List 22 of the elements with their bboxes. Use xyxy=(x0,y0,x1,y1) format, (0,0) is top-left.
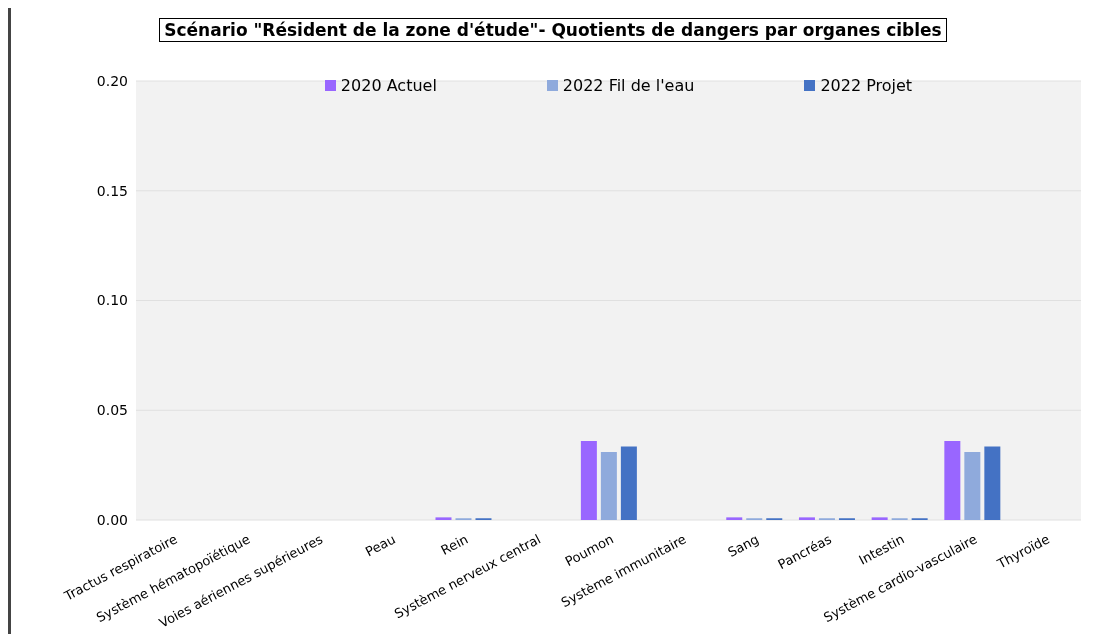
bar xyxy=(871,517,888,520)
y-tick-label: 0.00 xyxy=(96,511,128,528)
bar xyxy=(600,451,617,520)
y-tick-label: 0.05 xyxy=(96,402,128,419)
bar xyxy=(798,517,815,520)
bar xyxy=(984,446,1001,520)
bar xyxy=(580,440,597,520)
y-tick-label: 0.15 xyxy=(96,182,128,199)
x-tick-label: Sang xyxy=(725,531,762,561)
bar xyxy=(964,451,981,520)
chart-title: Scénario "Résident de la zone d'étude"- Quotients de dangers par organes cibles xyxy=(159,18,947,42)
bar xyxy=(620,446,637,520)
x-tick-label: Rein xyxy=(438,531,471,558)
y-tick-label: 0.20 xyxy=(96,72,128,89)
y-tick-label: 0.10 xyxy=(96,292,128,309)
bar xyxy=(944,440,961,520)
legend-label: 2020 Actuel xyxy=(340,76,437,95)
bar xyxy=(435,517,452,520)
bar xyxy=(726,517,743,520)
x-tick-label: Peau xyxy=(362,531,398,560)
legend-label: 2022 Fil de l'eau xyxy=(562,76,695,95)
legend-label: 2022 Projet xyxy=(820,76,913,95)
